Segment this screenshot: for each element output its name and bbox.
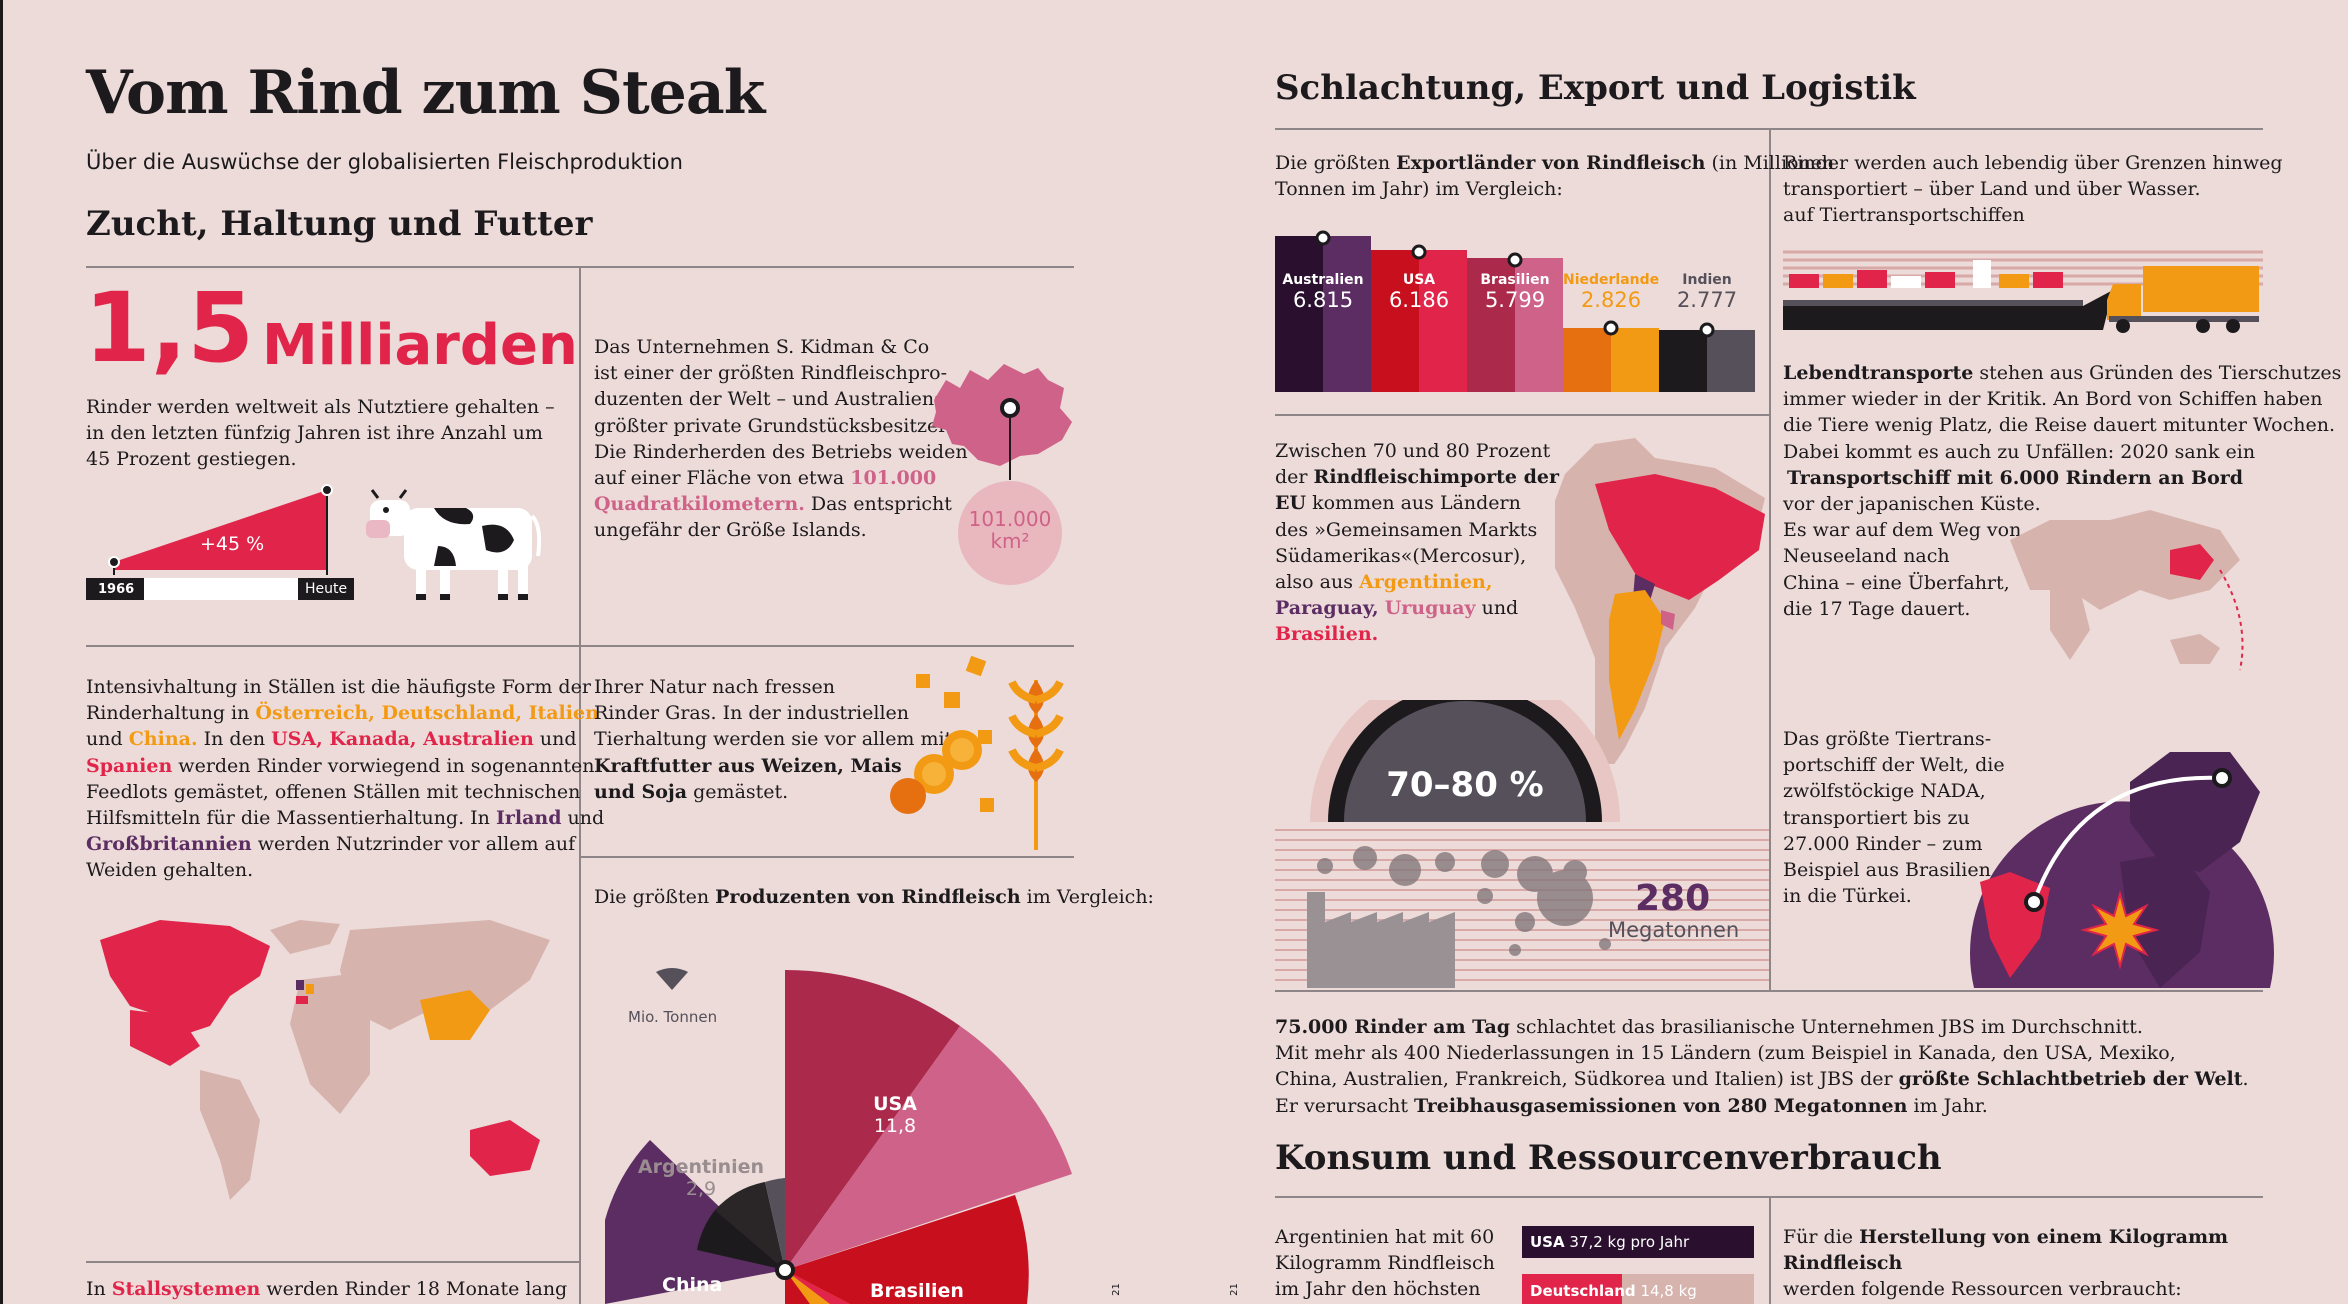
imports-gauge <box>1310 700 1620 822</box>
page-subtitle: Über die Auswüchse der globalisierten Fl… <box>86 150 683 174</box>
producers-china: China <box>662 1274 723 1296</box>
ressourcen-text: Für die Herstellung von einem Kilogramm … <box>1783 1226 2229 1301</box>
producers-arg: Argentinien 2,9 <box>637 1156 765 1200</box>
imports-text: Zwischen 70 und 80 Prozent der Rindfleis… <box>1275 440 1559 646</box>
producers-intro: Die größten Produzenten von Rindfleisch … <box>594 886 1154 908</box>
page-number-right: 21 <box>1228 1283 1240 1296</box>
growth-label: +45 % <box>200 533 265 555</box>
producers-brasilien: Brasilien <box>870 1280 964 1302</box>
iceland-area: 101.000 km² <box>968 507 1052 553</box>
emissions-value: 280 <box>1635 878 1711 919</box>
south-america-map <box>1555 438 1765 764</box>
jbs-text: 75.000 Rinder am Tag schlachtet das bras… <box>1275 1016 2249 1117</box>
iceland-map <box>932 364 1072 585</box>
export-bar-brasilien: Brasilien 5.799 <box>1480 272 1550 312</box>
konsum-text: Argentinien hat mit 60 Kilogramm Rindflei… <box>1275 1226 1495 1301</box>
growth-chart <box>86 484 354 600</box>
nada-text: Das größte Tiertrans-portschiff der Welt… <box>1783 728 2005 908</box>
right-page-title: Schlachtung, Export und Logistik <box>1275 68 1916 108</box>
export-bar-niederlande: Niederlande 2.826 <box>1563 272 1660 312</box>
cow-illustration <box>366 489 542 600</box>
year-end: Heute <box>305 581 348 597</box>
ship-truck-illustration <box>1783 250 2263 333</box>
export-intro: Die größten Exportländer von Rindfleisch… <box>1275 152 1835 201</box>
world-map-livestock <box>100 920 550 1200</box>
producers-unit: Mio. Tonnen <box>628 1008 718 1026</box>
producers-usa: USA 11,8 <box>873 1093 917 1137</box>
lebendtransporte-text: Lebendtransporte stehen aus Gründen des … <box>1783 362 2342 620</box>
page-number-left: 21 <box>1110 1283 1122 1296</box>
section-heading-zucht: Zucht, Haltung und Futter <box>86 204 593 244</box>
konsum-bar-usa <box>1522 1226 1754 1258</box>
stat-unit: Milliarden <box>262 313 578 378</box>
intensive-text: Intensivhaltung in Ställen ist die häufi… <box>86 676 605 882</box>
feed-text: Ihrer Natur nach fressen Rinder Gras. In … <box>594 676 953 803</box>
export-bar-australien: Australien 6.815 <box>1282 272 1364 312</box>
konsum-bar-de <box>1522 1274 1622 1304</box>
stall-text: In Stallsystemen werden Rinder 18 Monate… <box>86 1278 568 1300</box>
export-bar-chart <box>1275 230 1755 392</box>
emissions-illustration <box>1275 829 1769 988</box>
stat-big-number: 1,5 <box>84 272 255 384</box>
konsum-bar-usa-label: USA 37,2 kg pro Jahr <box>1530 1233 1690 1251</box>
page-title: Vom Rind zum Steak <box>86 58 765 128</box>
feed-illustration <box>890 655 1064 850</box>
section-heading-konsum: Konsum und Ressourcenverbrauch <box>1275 1138 1942 1178</box>
year-start: 1966 <box>98 582 135 597</box>
globe-illustration <box>1970 752 2274 988</box>
stat-text: Rinder werden weltweit als Nutztiere geh… <box>86 396 555 471</box>
konsum-bar-de-label: Deutschland 14,8 kg <box>1530 1282 1697 1300</box>
producers-polar-chart <box>605 968 1072 1304</box>
emissions-unit: Megatonnen <box>1608 918 1740 942</box>
export-bar-indien: Indien 2.777 <box>1676 272 1738 312</box>
live-transport-text: Rinder werden auch lebendig über Grenzen… <box>1783 152 2283 227</box>
asia-route-map <box>2010 510 2244 671</box>
export-bar-usa: USA 6.186 <box>1388 272 1450 312</box>
kidman-text: Das Unternehmen S. Kidman & Co ist einer … <box>594 336 968 542</box>
imports-gauge-value: 70–80 % <box>1386 765 1544 805</box>
